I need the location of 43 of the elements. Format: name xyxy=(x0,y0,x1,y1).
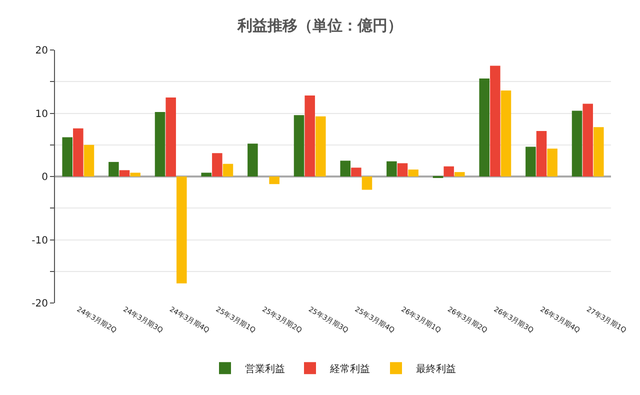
bar xyxy=(73,128,84,176)
bar xyxy=(212,153,222,176)
bar xyxy=(62,137,72,176)
bar xyxy=(408,170,418,176)
bar xyxy=(154,112,166,176)
bar xyxy=(294,115,304,176)
bar xyxy=(500,90,512,176)
y-tick-label: 10 xyxy=(35,108,48,120)
y-tick-label: -20 xyxy=(32,298,48,310)
bar xyxy=(351,168,362,176)
bar xyxy=(444,166,454,176)
bar xyxy=(222,164,234,176)
bar xyxy=(594,127,604,176)
bar xyxy=(166,97,176,176)
bar xyxy=(340,160,350,176)
bar xyxy=(119,170,130,176)
bar xyxy=(490,66,500,176)
bar xyxy=(84,144,94,176)
legend-label: 営業利益 xyxy=(245,363,285,375)
bar xyxy=(362,176,372,190)
bar xyxy=(269,176,280,184)
bar xyxy=(582,104,593,176)
bar xyxy=(201,172,212,176)
legend-label: 経常利益 xyxy=(329,363,370,375)
chart-title: 利益推移（単位：億円） xyxy=(236,16,402,34)
bar xyxy=(536,130,547,176)
bar xyxy=(397,163,408,176)
bar xyxy=(454,172,465,176)
y-tick-label: -10 xyxy=(32,235,48,246)
legend-label: 最終利益 xyxy=(416,363,456,375)
bar xyxy=(386,161,397,176)
bar xyxy=(108,162,119,176)
bar xyxy=(248,144,258,176)
bar xyxy=(479,78,490,176)
bar xyxy=(304,96,315,176)
y-tick-label: 0 xyxy=(42,172,48,183)
bar xyxy=(547,148,558,176)
bar xyxy=(526,146,536,176)
y-tick-label: 20 xyxy=(35,46,48,56)
bar xyxy=(572,110,582,176)
bar xyxy=(130,172,140,176)
bar xyxy=(176,176,187,284)
bar xyxy=(316,116,326,176)
